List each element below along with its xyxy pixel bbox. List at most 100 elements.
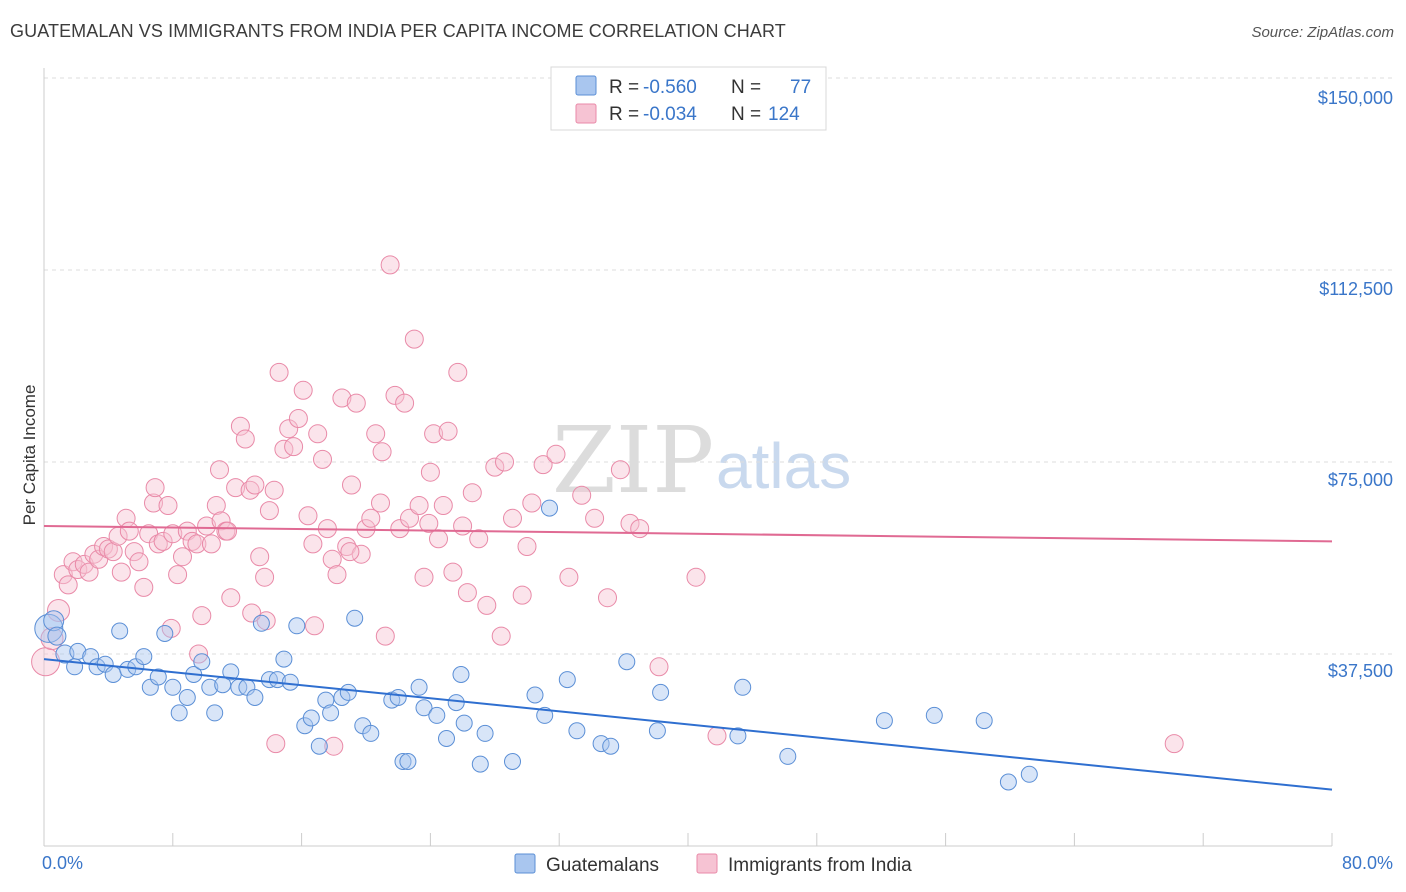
india-point <box>375 626 395 646</box>
guatemalans-point <box>476 724 494 742</box>
india-point <box>230 416 250 436</box>
india-point <box>308 424 328 444</box>
india-point <box>477 595 497 615</box>
india-point <box>346 393 366 413</box>
guatemalans-point <box>648 722 666 740</box>
chart-source: Source: ZipAtlas.com <box>1251 24 1394 41</box>
india-point <box>206 496 226 515</box>
india-point <box>457 583 477 603</box>
india-point <box>266 734 286 754</box>
correlation-legend: R = -0.560 N = 77 R = -0.034 N = 124 <box>550 66 827 131</box>
guatemalans-point <box>410 678 428 696</box>
india-point <box>279 419 299 439</box>
guatemalans-point <box>222 663 240 681</box>
india-point <box>245 475 265 495</box>
india-point <box>144 493 163 513</box>
guatemalans-point <box>317 691 335 709</box>
x-tick-label-max: 80.0% <box>1342 853 1393 873</box>
india-point <box>298 506 318 526</box>
india-point <box>255 567 275 587</box>
india-point <box>111 562 131 582</box>
india-point <box>53 565 73 585</box>
guatemalans-point <box>339 683 357 701</box>
india-point <box>438 421 458 441</box>
guatemalans-point <box>389 689 407 706</box>
india-point <box>366 424 386 444</box>
guatemalans-point <box>925 706 943 724</box>
india-point <box>400 508 419 528</box>
guatemalans-point <box>275 650 293 668</box>
guatemalans-point <box>206 704 224 722</box>
india-point <box>485 457 505 477</box>
india-point <box>197 516 217 536</box>
series-legend: Guatemalans Immigrants from India <box>514 853 912 876</box>
india-point <box>288 409 308 428</box>
guatemalans-point <box>1020 765 1038 783</box>
india-point <box>380 255 400 275</box>
bottom-legend-label-guatemalans: Guatemalans <box>546 855 659 876</box>
y-tick-labels: $150,000 $112,500 $75,000 $37,500 <box>1318 88 1393 681</box>
india-point <box>462 483 482 503</box>
india-point <box>429 529 448 549</box>
y-axis-title: Per Capita Income <box>20 385 39 526</box>
india-point <box>453 516 473 536</box>
india-point <box>533 455 553 475</box>
india-point <box>192 606 212 626</box>
india-point <box>134 577 154 597</box>
legend-n-label-blue: N = <box>731 77 761 98</box>
legend-swatch-pink <box>575 103 597 124</box>
india-point <box>153 531 173 551</box>
india-point <box>342 475 361 495</box>
grid <box>44 77 1394 655</box>
y-tick-label-150000: $150,000 <box>1318 88 1393 108</box>
india-point <box>610 460 630 480</box>
india-point <box>340 542 360 562</box>
guatemalans-point <box>104 666 122 683</box>
india-point <box>284 437 304 457</box>
guatemalans-point <box>322 704 340 722</box>
india-point <box>221 588 241 608</box>
india-point <box>469 529 489 549</box>
bottom-legend-swatch-guatemalans <box>514 853 536 874</box>
india-point <box>361 508 381 528</box>
india-point <box>707 726 727 746</box>
x-tick-label-min: 0.0% <box>42 853 83 873</box>
guatemalans-point <box>541 499 558 517</box>
india-point <box>173 547 192 567</box>
india-point <box>598 588 617 608</box>
chart-title: GUATEMALAN VS IMMIGRANTS FROM INDIA PER … <box>10 21 786 41</box>
india-point <box>264 480 284 500</box>
india-point <box>235 429 255 449</box>
india-point <box>129 552 149 572</box>
india-point <box>40 627 64 651</box>
india-point <box>313 449 332 469</box>
trend-line-guatemalans <box>43 658 1333 791</box>
india-point <box>443 562 463 582</box>
guatemalans-point <box>156 625 174 642</box>
guatemalans-point <box>47 626 67 646</box>
india-point <box>395 393 415 413</box>
india-point <box>226 478 246 498</box>
guatemalans-point <box>471 755 489 773</box>
guatemalans-point <box>34 613 64 643</box>
guatemalans-point <box>111 622 129 640</box>
india-point <box>210 460 229 480</box>
india-point <box>103 542 123 562</box>
legend-swatch-blue <box>575 75 597 96</box>
bottom-legend-swatch-india <box>696 853 718 874</box>
guatemalans-point <box>394 753 412 770</box>
guatemalans-point <box>734 678 752 696</box>
india-point <box>390 519 410 539</box>
india-point <box>351 544 371 564</box>
india-point <box>303 534 323 554</box>
guatemalans-point <box>438 730 455 747</box>
india-point <box>503 508 522 528</box>
india-point <box>420 462 440 482</box>
guatemalans-point <box>452 666 470 683</box>
guatemalans-point <box>164 678 182 696</box>
legend-r-value-pink: -0.034 <box>643 104 697 125</box>
guatemalans-point <box>875 712 893 730</box>
y-tick-label-75000: $75,000 <box>1328 470 1393 490</box>
guatemalans-point <box>428 706 446 724</box>
guatemalans-point <box>346 609 364 627</box>
